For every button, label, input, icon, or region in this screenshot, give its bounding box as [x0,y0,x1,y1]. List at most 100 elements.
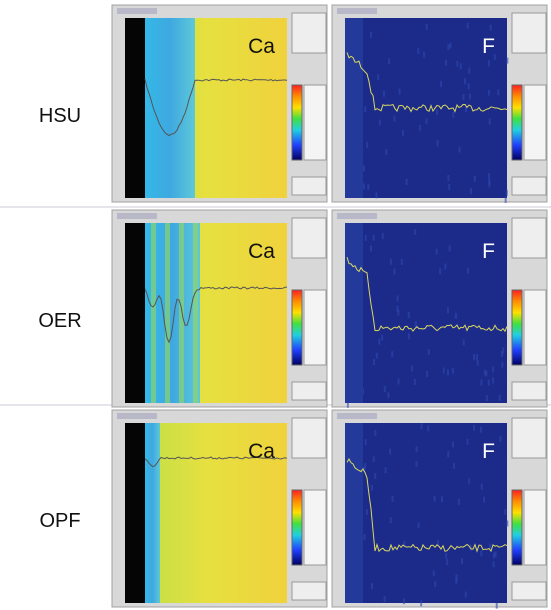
scale-ticks-box [303,289,327,366]
map-speckle [403,540,406,547]
map-speckle [393,268,396,275]
panel-titlebar [117,8,157,14]
map-speckle [454,312,457,319]
map-speckle [445,552,448,559]
map-black-strip [125,423,145,603]
side-info [291,417,327,459]
map-speckle [473,424,476,431]
map-blue-band [145,18,195,198]
map-speckle [492,377,495,384]
map-speckle [362,165,365,172]
row-label: HSU [39,105,81,127]
map-speckle [506,520,509,527]
panel-titlebar [337,213,377,219]
map-speckle [436,539,439,546]
map-speckle [485,370,488,377]
side-info [511,217,547,259]
map-speckle [473,353,476,360]
map-speckle [456,60,459,67]
map-speckle [383,90,386,97]
map-speckle [452,441,455,448]
element-label: Ca [248,240,275,263]
map-speckle [493,53,496,60]
map-speckle [436,140,439,147]
map-speckle [469,188,472,195]
map-speckle [464,78,467,85]
map-speckle [468,67,471,74]
map-speckle [419,124,422,131]
map-speckle [492,561,495,568]
map-speckle [388,58,391,65]
map-speckle [458,146,461,153]
element-label: F [482,240,495,263]
map-speckle [364,234,367,241]
map-speckle [504,508,507,515]
scale-ticks-box [523,289,547,366]
map-speckle [447,43,450,50]
side-info [511,12,547,54]
panel-titlebar [337,8,377,14]
map-speckle [400,259,403,266]
map-speckle [483,369,486,376]
map-speckle [364,439,367,446]
map-speckle [383,385,386,392]
map-speckle [432,570,435,577]
color-scale [291,489,303,566]
map-speckle [366,141,369,148]
map-speckle [464,591,467,598]
map-speckle [417,47,420,54]
map-speckle [468,478,471,485]
map-speckle [377,74,380,81]
map-speckle [370,484,373,491]
map-speckle [501,361,504,368]
map-speckle [487,89,490,96]
map-speckle [468,93,471,100]
map-background [345,423,507,603]
map-speckle [425,23,428,30]
map-speckle [375,352,378,359]
map-speckle [396,305,399,312]
scale-ticks-box [523,489,547,566]
side-controls [291,581,327,601]
map-speckle [460,558,463,565]
map-speckle [415,446,418,453]
map-blue-band [145,423,160,603]
map-speckle [488,118,491,125]
map-speckle [448,245,451,252]
map-speckle [497,89,500,96]
element-label: Ca [248,35,275,58]
map-speckle [467,83,470,90]
map-speckle [410,365,413,372]
map-speckle [387,392,390,399]
map-speckle [401,129,404,136]
map-speckle [504,196,507,203]
map-speckle [440,496,443,503]
map-speckle [375,192,378,199]
map-speckle [420,423,423,430]
map-speckle [487,379,490,386]
map-speckle [442,367,445,374]
color-scale [511,289,523,366]
map-stripe [165,223,170,403]
map-speckle [475,354,478,361]
map-speckle [372,456,375,463]
element-label: Ca [248,440,275,463]
side-controls [291,381,327,401]
map-speckle [383,595,386,602]
map-speckle [457,498,460,505]
map-speckle [389,517,392,524]
map-speckle [483,496,486,503]
map-speckle [488,178,491,185]
map-speckle [447,451,450,458]
map-speckle [389,258,392,265]
map-speckle [500,351,503,358]
side-controls [511,176,547,196]
map-speckle [389,448,392,455]
profile-line [144,456,288,468]
map-speckle [374,472,377,479]
map-speckle [479,426,482,433]
color-scale [291,84,303,161]
element-label: F [482,35,495,58]
map-speckle [381,232,384,239]
